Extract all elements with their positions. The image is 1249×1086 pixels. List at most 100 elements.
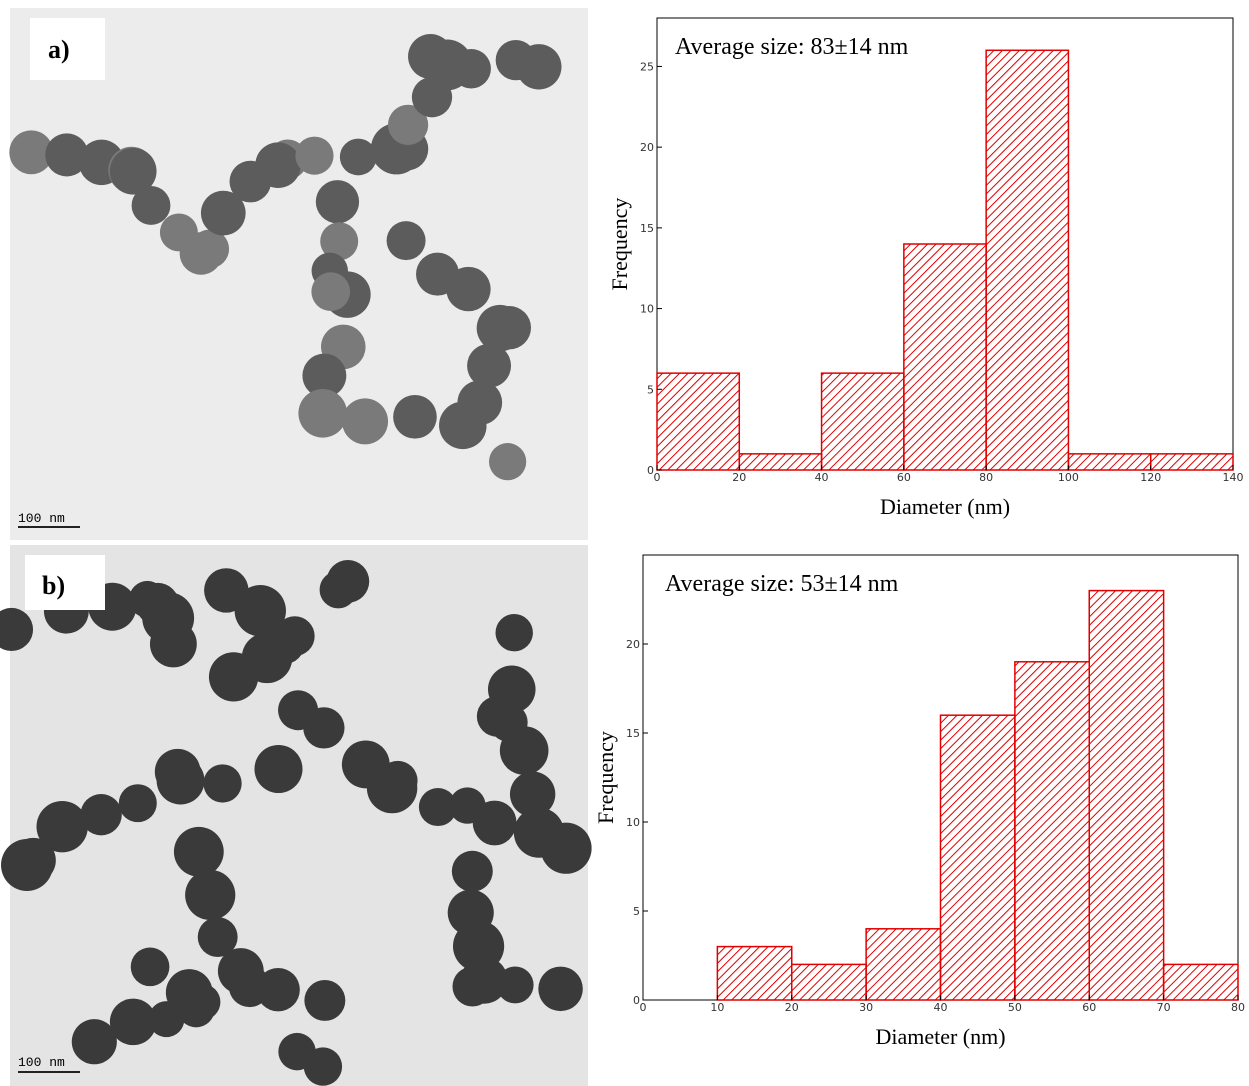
x-tick-label: 10 <box>710 1001 724 1014</box>
particle <box>302 353 347 398</box>
y-tick-label: 10 <box>640 303 654 316</box>
particle <box>197 917 238 957</box>
particle <box>0 607 34 651</box>
bar <box>1162 963 1239 1001</box>
particle <box>387 104 429 145</box>
scale-bar-label: 100 nm <box>18 511 65 526</box>
particle <box>234 585 286 637</box>
particle <box>393 395 437 439</box>
y-tick-label: 5 <box>647 383 654 396</box>
particle <box>342 398 389 445</box>
x-tick-label: 40 <box>815 471 829 484</box>
particle <box>190 229 230 269</box>
y-tick-label: 0 <box>633 994 640 1007</box>
particle <box>9 130 54 175</box>
particle <box>540 822 592 874</box>
bar <box>716 945 793 1001</box>
particle <box>256 967 300 1012</box>
x-tick-label: 140 <box>1223 471 1244 484</box>
particle <box>80 793 122 836</box>
particle <box>10 837 56 883</box>
y-tick-label: 10 <box>626 816 640 829</box>
label-box <box>25 555 105 610</box>
bar <box>738 453 823 471</box>
particle <box>457 380 503 426</box>
particle <box>109 147 157 195</box>
x-tick-label: 0 <box>654 471 661 484</box>
particle <box>446 266 491 312</box>
particle <box>311 272 351 311</box>
bar <box>1067 453 1152 471</box>
particle <box>304 979 346 1021</box>
y-tick-label: 5 <box>633 905 640 918</box>
y-axis-label: Frequency <box>593 731 618 824</box>
particle <box>509 771 556 817</box>
particle <box>495 613 533 652</box>
particle <box>472 800 517 845</box>
particle <box>36 800 88 853</box>
particle <box>516 44 562 90</box>
particle <box>386 221 426 261</box>
particles-b <box>0 560 592 1086</box>
bar <box>939 714 1016 1001</box>
particle <box>109 998 157 1046</box>
particle <box>452 966 493 1007</box>
particle <box>487 306 532 350</box>
bar <box>656 372 741 471</box>
y-axis-label: Frequency <box>607 198 632 291</box>
annotation: Average size: 53±14 nm <box>665 571 899 597</box>
particle <box>499 726 549 775</box>
y-tick-label: 15 <box>626 727 640 740</box>
bar <box>791 963 867 1001</box>
panel-label: a) <box>48 35 70 64</box>
bar <box>985 49 1070 471</box>
particle <box>154 748 201 795</box>
particle <box>467 343 512 388</box>
particle <box>303 707 345 749</box>
particle <box>200 190 246 236</box>
particle <box>254 744 303 794</box>
x-tick-label: 120 <box>1140 471 1161 484</box>
particle <box>320 222 359 261</box>
tem-image-a <box>10 8 588 540</box>
particle <box>255 142 301 189</box>
bar <box>1088 589 1165 1001</box>
particle <box>418 788 457 827</box>
label-box <box>30 18 105 80</box>
particle <box>217 948 264 994</box>
x-axis-label: Diameter (nm) <box>880 494 1010 519</box>
particle <box>408 34 453 79</box>
x-tick-label: 50 <box>1008 1001 1022 1014</box>
particle <box>71 1019 117 1065</box>
y-tick-label: 0 <box>647 464 654 477</box>
x-tick-label: 60 <box>1082 1001 1096 1014</box>
y-tick-label: 15 <box>640 222 654 235</box>
particle <box>185 869 236 921</box>
x-tick-label: 100 <box>1058 471 1079 484</box>
particle <box>131 186 171 225</box>
y-tick-label: 25 <box>640 60 654 73</box>
bar <box>1149 453 1234 471</box>
x-tick-label: 0 <box>640 1001 647 1014</box>
particle <box>451 48 491 89</box>
particle <box>303 1047 343 1086</box>
x-tick-label: 70 <box>1157 1001 1171 1014</box>
bar <box>865 928 942 1001</box>
bar <box>1014 661 1090 1001</box>
y-tick-label: 20 <box>640 141 654 154</box>
particle <box>451 850 493 892</box>
particle <box>295 136 334 175</box>
bar <box>820 372 905 471</box>
particle <box>203 764 242 803</box>
particle <box>339 138 377 176</box>
x-tick-label: 80 <box>1231 1001 1245 1014</box>
particle <box>208 652 259 702</box>
particle <box>149 620 197 668</box>
scale-bar-label: 100 nm <box>18 1055 65 1070</box>
particle <box>298 388 348 438</box>
x-tick-label: 80 <box>979 471 993 484</box>
particle <box>130 947 170 987</box>
particle <box>315 180 360 224</box>
x-tick-label: 20 <box>732 471 746 484</box>
